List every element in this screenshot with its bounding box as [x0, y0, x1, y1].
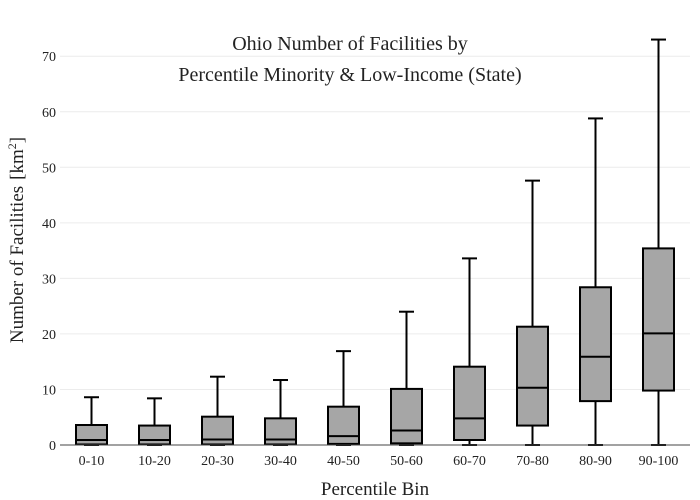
y-axis-title-unit-open: [ — [7, 174, 28, 180]
y-axis-title-unit-close: ] — [7, 137, 28, 143]
box-40-50 — [327, 350, 360, 446]
y-axis-title-text: Number of Facilities — [7, 186, 28, 343]
box-20-30 — [201, 375, 234, 446]
x-tick-label: 10-20 — [138, 454, 171, 469]
x-tick-label: 30-40 — [264, 454, 297, 469]
x-axis-title: Percentile Bin — [321, 479, 430, 500]
box-90-100 — [642, 38, 675, 446]
box-60-70 — [453, 257, 486, 446]
iqr-box — [138, 424, 171, 446]
y-tick-label: 40 — [42, 217, 56, 232]
x-tick-label: 80-90 — [579, 454, 612, 469]
y-tick-label: 30 — [42, 272, 56, 287]
box-70-80 — [516, 179, 549, 446]
box-50-60 — [390, 310, 423, 446]
chart-title-line-2: Percentile Minority & Low-Income (State) — [178, 64, 521, 86]
x-tick-label: 90-100 — [639, 454, 679, 469]
x-tick-label: 0-10 — [79, 454, 105, 469]
x-tick-label: 40-50 — [327, 454, 360, 469]
box-0-10 — [75, 396, 108, 446]
iqr-box — [390, 387, 423, 445]
y-axis-title-unit-exp: 2 — [5, 143, 19, 149]
y-tick-label: 70 — [42, 50, 56, 65]
box-series — [75, 38, 675, 446]
iqr-box — [264, 417, 297, 446]
y-axis-title-unit-base: km — [7, 149, 28, 174]
iqr-box — [642, 247, 675, 392]
x-axis-ticks: 0-10 10-20 20-30 30-40 40-50 50-60 60-70 70-80 8… — [79, 454, 679, 469]
iqr-box — [75, 424, 108, 446]
chart-title-line-1: Ohio Number of Facilities by — [232, 33, 468, 55]
iqr-box — [516, 325, 549, 427]
x-tick-label: 70-80 — [516, 454, 549, 469]
box-80-90 — [579, 117, 612, 446]
box-10-20 — [138, 397, 171, 446]
y-tick-label: 10 — [42, 383, 56, 398]
y-axis-ticks: 0 10 20 30 40 50 60 70 — [42, 50, 56, 454]
iqr-box — [453, 365, 486, 442]
gridlines — [60, 55, 690, 390]
iqr-box — [579, 286, 612, 403]
y-axis-title: Number of Facilities [km2] — [5, 137, 28, 343]
iqr-box — [327, 405, 360, 445]
y-tick-label: 0 — [49, 439, 56, 454]
y-tick-label: 60 — [42, 106, 56, 121]
y-tick-label: 20 — [42, 328, 56, 343]
x-tick-label: 60-70 — [453, 454, 486, 469]
x-tick-label: 20-30 — [201, 454, 234, 469]
x-tick-label: 50-60 — [390, 454, 423, 469]
y-tick-label: 50 — [42, 161, 56, 176]
